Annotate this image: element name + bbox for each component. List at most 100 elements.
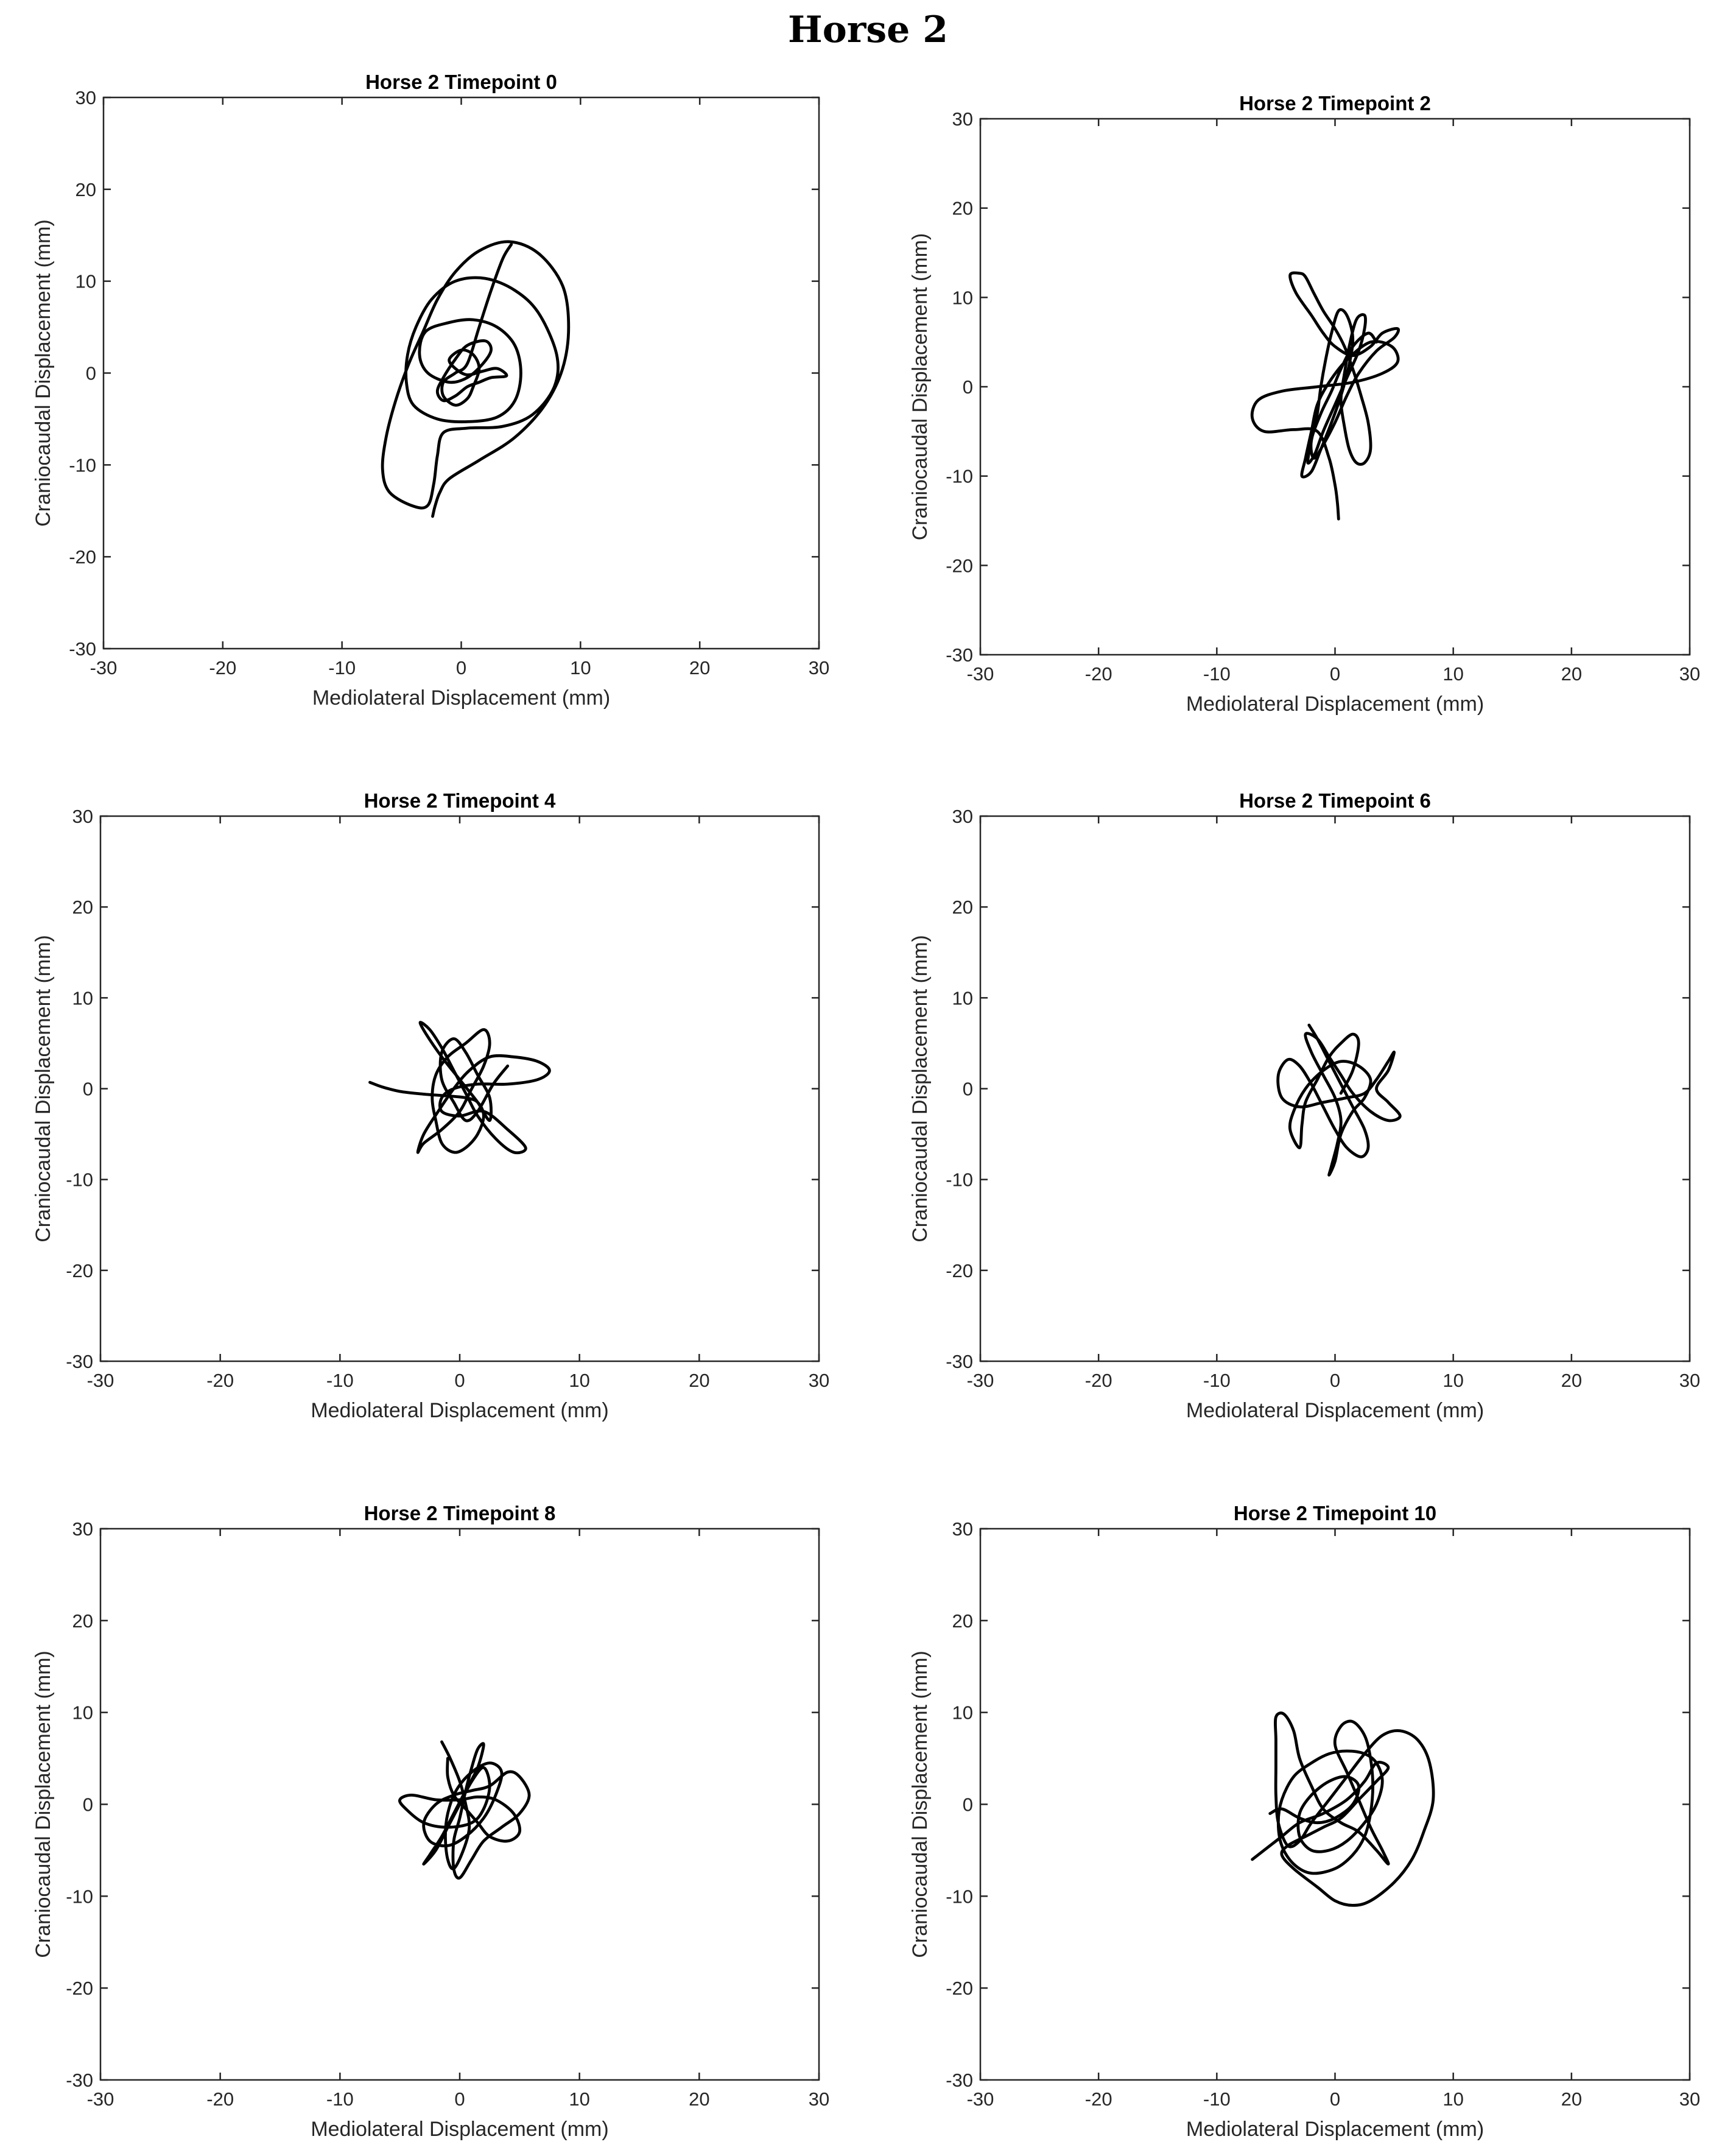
x-tick-label: 0 [1330,663,1340,685]
x-axis-label: Mediolateral Displacement (mm) [311,1399,608,1422]
y-tick-label: -30 [66,2070,93,2091]
y-tick-label: -20 [946,1260,973,1281]
x-tick-label: 10 [1443,663,1463,685]
plot-area [979,815,1691,1362]
figure-title: Horse 2 [788,9,948,51]
y-tick-label: -10 [946,1886,973,1907]
x-tick-label: -30 [87,2088,114,2110]
x-tick-label: -10 [1203,663,1231,685]
x-tick-label: 0 [456,657,466,678]
y-tick-label: -20 [69,546,96,568]
x-tick-label: 30 [809,1370,829,1391]
y-tick-label: 20 [952,198,973,219]
y-tick-label: 10 [76,271,96,292]
x-tick-label: -30 [90,657,118,678]
displacement-trace [1251,1711,1435,1907]
y-tick-label: 30 [76,87,96,108]
y-tick-label: 30 [72,1518,93,1540]
y-tick-label: 10 [952,1702,973,1724]
x-tick-label: 20 [689,1370,709,1391]
y-tick-label: -20 [66,1978,93,1999]
x-tick-label: -20 [1085,663,1112,685]
y-tick-label: 30 [72,806,93,827]
x-tick-label: 20 [1561,2088,1582,2110]
y-tick-label: -20 [66,1260,93,1281]
y-tick-label: -30 [66,1351,93,1372]
y-tick-label: -20 [946,1978,973,1999]
chart-timepoint-4: Horse 2 Timepoint 4 -30 -20 -10 0 10 20 30 -30 -2… [32,789,829,1422]
displacement-trace [398,1740,531,1880]
chart-timepoint-10: Horse 2 Timepoint 10 -30 -20 -10 0 10 20 30 -30 -… [908,1502,1700,2141]
plot-area [979,1528,1691,2081]
y-tick-label: 0 [963,1794,973,1816]
x-tick-label: -30 [967,1370,994,1391]
displacement-trace [1276,1023,1402,1177]
y-axis-label: Craniocaudal Displacement (mm) [908,1651,932,1958]
plot-area [979,118,1691,656]
x-axis-label: Mediolateral Displacement (mm) [1186,692,1484,716]
x-tick-label: -30 [967,2088,994,2110]
plot-area [99,815,820,1362]
chart-timepoint-2: Horse 2 Timepoint 2 -30 -20 -10 0 10 20 30 -30 -2… [908,92,1700,716]
x-tick-label: 30 [1679,2088,1700,2110]
y-tick-label: 20 [952,897,973,918]
y-tick-label: 0 [86,363,96,384]
chart-title: Horse 2 Timepoint 2 [1239,92,1431,115]
chart-timepoint-6: Horse 2 Timepoint 6 -30 -20 -10 0 10 20 30 -30 -2… [908,789,1700,1422]
y-tick-label: 20 [952,1610,973,1632]
chart-title: Horse 2 Timepoint 0 [365,71,557,93]
x-tick-label: 10 [1443,1370,1463,1391]
y-tick-label: -20 [946,555,973,576]
x-axis-label: Mediolateral Displacement (mm) [1186,1399,1484,1422]
chart-timepoint-0: Horse 2 Timepoint 0 -30 -20 -10 0 10 20 30 -30 -2… [32,71,829,710]
chart-title: Horse 2 Timepoint 10 [1234,1502,1436,1524]
y-axis-label: Craniocaudal Displacement (mm) [32,935,55,1242]
y-tick-label: 0 [83,1794,93,1816]
x-tick-label: 10 [1443,2088,1463,2110]
x-tick-label: 0 [454,2088,465,2110]
y-tick-label: 30 [952,108,973,130]
x-tick-label: 0 [1330,1370,1340,1391]
x-axis-label: Mediolateral Displacement (mm) [312,686,610,710]
y-tick-label: 20 [72,897,93,918]
x-tick-label: -30 [87,1370,114,1391]
y-tick-label: 0 [963,376,973,398]
x-tick-label: -10 [326,1370,354,1391]
y-tick-label: 10 [72,987,93,1009]
y-tick-label: -10 [66,1169,93,1191]
y-tick-label: -10 [69,454,96,476]
x-tick-label: 30 [809,657,829,678]
x-tick-label: -10 [1203,2088,1231,2110]
y-tick-label: -30 [946,644,973,666]
y-axis-label: Craniocaudal Displacement (mm) [32,1651,55,1958]
displacement-trace [1250,271,1400,521]
y-tick-label: 30 [952,1518,973,1540]
x-tick-label: -20 [206,1370,234,1391]
x-tick-label: 30 [809,2088,829,2110]
x-tick-label: 20 [689,2088,709,2110]
x-tick-label: -20 [209,657,236,678]
x-axis-label: Mediolateral Displacement (mm) [311,2118,608,2141]
x-tick-label: -20 [1085,1370,1112,1391]
x-tick-label: -10 [328,657,356,678]
displacement-trace [368,1021,551,1155]
y-axis-label: Craniocaudal Displacement (mm) [32,219,55,527]
x-tick-label: -10 [1203,1370,1231,1391]
chart-title: Horse 2 Timepoint 6 [1239,789,1431,812]
x-tick-label: 0 [1330,2088,1340,2110]
y-tick-label: 10 [952,987,973,1009]
x-tick-label: -30 [967,663,994,685]
y-axis-label: Craniocaudal Displacement (mm) [908,233,932,541]
y-tick-label: 30 [952,806,973,827]
y-tick-label: -10 [946,466,973,487]
displacement-trace [381,240,571,518]
chart-timepoint-8: Horse 2 Timepoint 8 -30 -20 -10 0 10 20 30 -30 -2… [32,1502,829,2141]
x-axis-label: Mediolateral Displacement (mm) [1186,2118,1484,2141]
y-tick-label: -30 [69,638,96,660]
y-tick-label: 10 [952,287,973,308]
x-tick-label: 20 [1561,1370,1582,1391]
x-tick-label: 10 [569,1370,589,1391]
x-tick-label: 30 [1679,1370,1700,1391]
y-tick-label: -30 [946,1351,973,1372]
y-tick-label: -10 [66,1886,93,1907]
